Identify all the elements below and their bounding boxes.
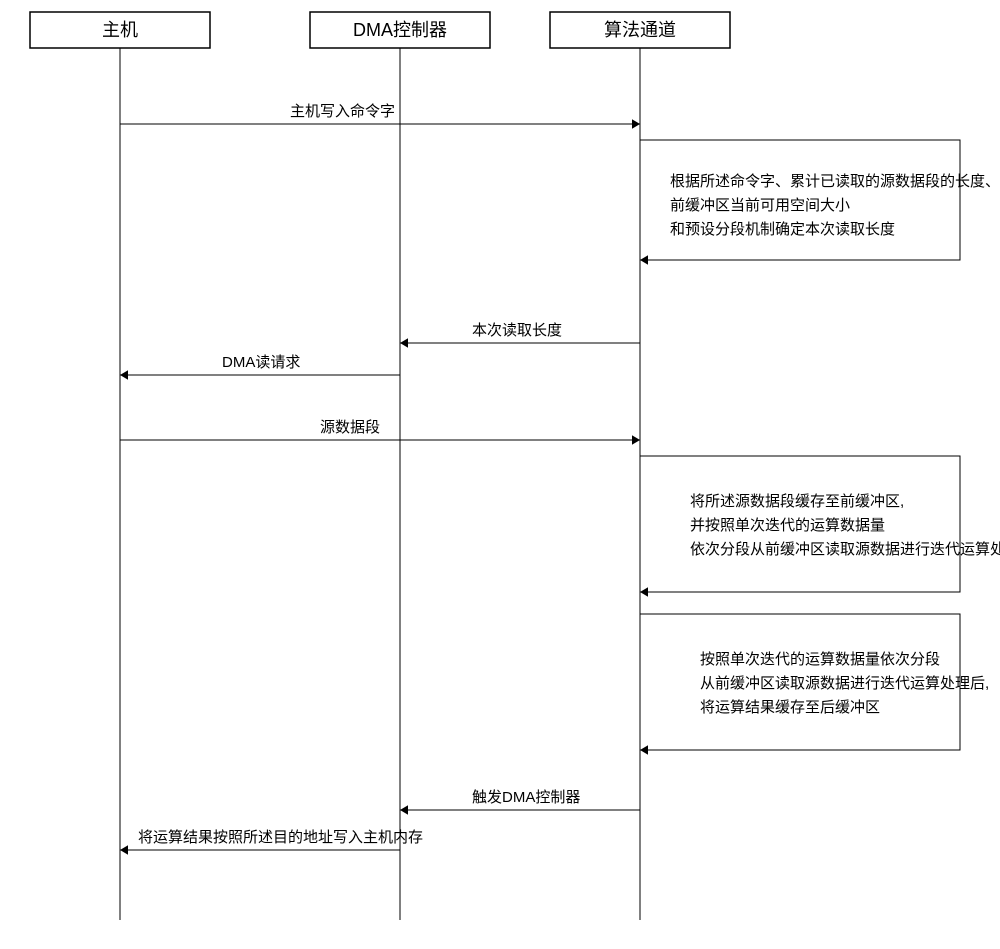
message-m3-label: DMA读请求 — [222, 354, 300, 371]
participant-host-label: 主机 — [102, 20, 138, 40]
self-msg-s3-text: 从前缓冲区读取源数据进行迭代运算处理后, — [700, 674, 989, 692]
participant-dma-label: DMA控制器 — [353, 20, 447, 40]
self-msg-s3-text: 按照单次迭代的运算数据量依次分段 — [700, 650, 940, 668]
message-m4-label: 源数据段 — [320, 419, 380, 436]
arrow-head — [120, 370, 128, 380]
message-m5-label: 触发DMA控制器 — [472, 789, 580, 806]
arrow-head — [120, 845, 128, 855]
self-msg-s1-text: 前缓冲区当前可用空间大小 — [670, 197, 850, 214]
arrow-head — [632, 119, 640, 129]
self-msg-s2-text: 依次分段从前缓冲区读取源数据进行迭代运算处理 — [690, 540, 1000, 558]
self-msg-s3-text: 将运算结果缓存至后缓冲区 — [700, 698, 880, 716]
arrow-head — [632, 435, 640, 445]
message-m2-label: 本次读取长度 — [472, 322, 562, 339]
arrow-head — [640, 255, 648, 265]
self-msg-s1-text: 和预设分段机制确定本次读取长度 — [670, 221, 895, 238]
participant-algo-label: 算法通道 — [604, 20, 676, 40]
message-m6-label: 将运算结果按照所述目的地址写入主机内存 — [138, 828, 423, 846]
message-m1-label: 主机写入命令字 — [290, 102, 395, 120]
self-msg-s1-text: 根据所述命令字、累计已读取的源数据段的长度、 — [670, 172, 1000, 190]
arrow-head — [400, 338, 408, 348]
arrow-head — [400, 805, 408, 815]
arrow-head — [640, 745, 648, 755]
self-msg-s2-text: 将所述源数据段缓存至前缓冲区, — [690, 493, 904, 510]
self-msg-s2-text: 并按照单次迭代的运算数据量 — [690, 516, 885, 534]
arrow-head — [640, 587, 648, 597]
